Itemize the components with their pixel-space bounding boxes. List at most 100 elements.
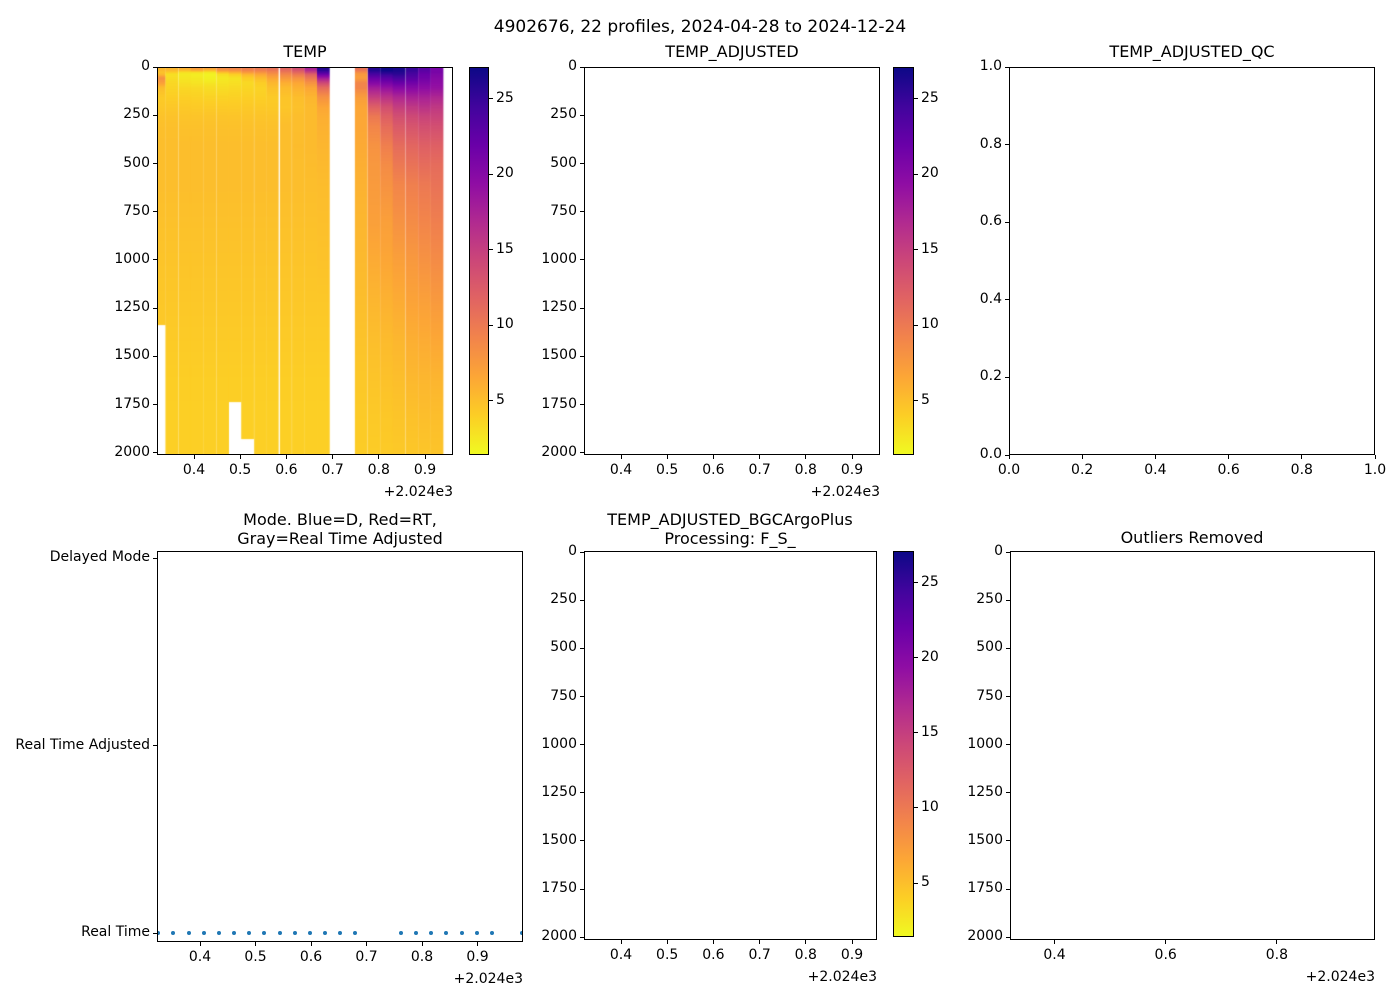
y-tick — [580, 66, 584, 68]
profile-mode-dot — [292, 931, 297, 935]
colorbar-tick-label: 25 — [496, 89, 514, 106]
x-tick-label: 0.4 — [609, 462, 633, 478]
x-tick — [805, 940, 807, 944]
x-tick-label: 0.0 — [997, 462, 1021, 478]
colorbar-temp — [469, 67, 489, 455]
y-tick-label: 0 — [568, 58, 577, 74]
y-tick-label: 500 — [123, 154, 150, 171]
x-tick-label: 0.8 — [367, 462, 390, 478]
x-tick-label: 0.5 — [244, 949, 267, 965]
y-tick — [580, 114, 584, 116]
y-tick-label: 1250 — [541, 783, 577, 800]
x-tick — [366, 942, 367, 946]
axes-bgc — [584, 551, 877, 940]
y-tick — [153, 259, 157, 261]
y-tick-label: 1000 — [541, 735, 577, 752]
y-tick-label: 0.0 — [979, 446, 1002, 462]
y-tick — [580, 355, 584, 357]
colorbar-tick — [914, 400, 918, 402]
x-tick — [1374, 455, 1376, 459]
x-tick-label: 0.7 — [355, 949, 378, 965]
y-tick — [1006, 936, 1010, 938]
x-tick-label: 0.6 — [702, 462, 725, 478]
x-tick-label: 0.5 — [656, 947, 679, 963]
y-tick — [580, 452, 584, 454]
colorbar-tick-label: 20 — [921, 648, 939, 665]
temp-heatmap-canvas — [158, 68, 452, 454]
title-temp-adjusted-qc: TEMP_ADJUSTED_QC — [1109, 42, 1275, 61]
y-tick — [153, 355, 157, 357]
x-axis-offset-label: +2.024e3 — [807, 969, 877, 985]
y-tick-label: 1250 — [967, 783, 1003, 800]
axes-temp-adjusted-qc — [1009, 67, 1375, 455]
profile-mode-dot — [171, 931, 176, 935]
colorbar-tick-label: 20 — [496, 165, 514, 182]
x-tick — [255, 942, 256, 946]
colorbar-tick-label: 25 — [921, 89, 939, 106]
x-tick — [712, 940, 714, 944]
y-tick-label: 1750 — [541, 880, 577, 897]
y-tick-label: 250 — [123, 106, 150, 123]
x-tick-label: 0.6 — [275, 462, 298, 478]
x-tick — [805, 455, 807, 459]
profile-mode-dot — [520, 931, 522, 935]
colorbar-tick — [914, 582, 918, 583]
x-tick — [666, 455, 668, 459]
x-tick — [620, 940, 622, 944]
y-tick-label: 0 — [568, 543, 577, 559]
y-tick — [580, 647, 584, 649]
title-outliers: Outliers Removed — [1120, 528, 1264, 547]
profile-mode-dot — [459, 931, 464, 935]
x-tick-label: 0.4 — [188, 949, 212, 965]
axes-temp-adjusted — [584, 67, 880, 455]
y-tick — [153, 745, 157, 746]
x-tick-label: 0.4 — [1144, 462, 1167, 478]
x-axis-offset-label: +2.024e3 — [810, 484, 880, 500]
x-tick-label: 0.9 — [840, 947, 864, 963]
colorbar-tick — [489, 173, 493, 175]
colorbar-tick-label: 5 — [921, 874, 930, 891]
y-tick-label: 1000 — [541, 250, 577, 267]
y-tick-label: 0.8 — [979, 135, 1002, 152]
y-tick-label: 750 — [123, 202, 150, 219]
profile-mode-dot — [474, 931, 479, 935]
x-tick-label: 0.6 — [702, 947, 725, 963]
colorbar-tick-label: 15 — [921, 723, 939, 740]
y-tick-label: 2000 — [541, 928, 577, 945]
x-tick-label: 0.7 — [321, 462, 344, 478]
x-tick-label: 0.8 — [410, 949, 434, 965]
colorbar-tick — [489, 400, 493, 402]
colorbar-tick — [914, 173, 918, 175]
colorbar-tick-label: 15 — [496, 240, 514, 257]
x-tick-label: 0.5 — [656, 462, 679, 478]
colorbar-tick — [489, 324, 493, 326]
y-tick-label: Delayed Mode — [49, 549, 150, 565]
x-tick-label: 0.8 — [794, 947, 817, 963]
title-temp-adjusted: TEMP_ADJUSTED — [665, 42, 799, 61]
y-tick-label: 1.0 — [979, 58, 1002, 74]
colorbar-tick-label: 5 — [921, 391, 930, 408]
figure-suptitle: 4902676, 22 profiles, 2024-04-28 to 2024… — [493, 17, 907, 37]
profile-mode-dot — [489, 931, 494, 935]
axes-temp-heatmap — [157, 67, 453, 455]
profile-mode-dot — [414, 931, 419, 935]
profile-mode-dot — [277, 931, 282, 935]
colorbar-tick-label: 25 — [921, 573, 939, 590]
y-tick — [580, 599, 584, 601]
x-tick — [759, 940, 761, 944]
y-tick-label: 500 — [550, 154, 577, 171]
y-tick — [1006, 551, 1010, 553]
colorbar-tick — [914, 657, 918, 659]
profile-mode-dot — [247, 931, 252, 935]
y-tick — [1006, 744, 1010, 746]
y-tick-label: 750 — [550, 687, 577, 704]
x-tick-label: 0.5 — [229, 462, 252, 478]
colorbar-tick-label: 20 — [921, 165, 939, 182]
x-tick — [477, 942, 478, 946]
y-tick-label: 0.6 — [979, 213, 1002, 230]
y-tick-label: 250 — [550, 591, 577, 608]
x-tick — [285, 455, 287, 459]
x-tick — [1154, 455, 1156, 459]
y-tick — [580, 211, 584, 213]
